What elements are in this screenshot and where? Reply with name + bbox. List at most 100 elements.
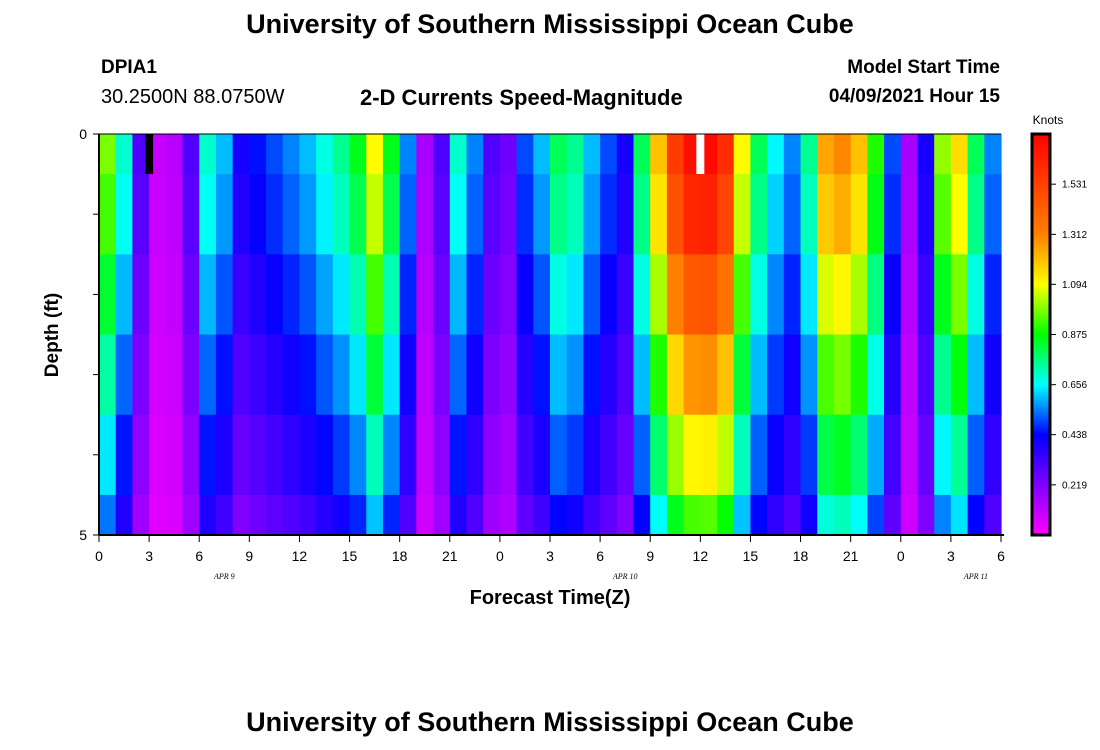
heatmap-cell <box>533 414 551 496</box>
y-axis-label: Depth (ft) <box>42 293 63 377</box>
heatmap-cell <box>633 134 651 175</box>
heatmap-cell <box>115 134 133 175</box>
heatmap-cell <box>733 174 752 255</box>
x-tick-label: 3 <box>947 548 955 564</box>
heatmap-cell <box>850 334 868 416</box>
heatmap-cell <box>215 254 234 336</box>
heatmap-cell <box>633 494 651 536</box>
date-label: APR 11 <box>963 572 988 581</box>
heatmap-cell <box>399 174 417 255</box>
heatmap-cell <box>867 334 885 416</box>
heatmap-cell <box>382 254 401 336</box>
heatmap-cell <box>299 414 317 496</box>
heatmap-cell <box>550 334 568 416</box>
heatmap-cell <box>917 174 935 255</box>
colorbar-tick-label: 1.094 <box>1062 280 1087 291</box>
page-title: University of Southern Mississippi Ocean… <box>246 9 854 39</box>
heatmap-cell <box>950 134 969 175</box>
heatmap-cell <box>533 174 551 255</box>
heatmap-cell <box>600 254 618 336</box>
heatmap-cell <box>165 134 184 175</box>
heatmap-cell <box>833 334 852 416</box>
heatmap-cell <box>199 254 217 336</box>
heatmap-cell <box>750 494 768 536</box>
heatmap-cell <box>182 494 200 536</box>
heatmap-cell <box>516 494 534 536</box>
heatmap-cell <box>483 334 501 416</box>
heatmap-cell <box>466 414 484 496</box>
heatmap-cell <box>332 494 351 536</box>
heatmap-cell <box>349 134 367 175</box>
heatmap-cell <box>550 254 568 336</box>
heatmap-cell <box>316 254 334 336</box>
heatmap-cell <box>165 494 184 536</box>
heatmap-cell <box>800 254 818 336</box>
heatmap-cell <box>717 174 735 255</box>
heatmap-cell <box>182 254 200 336</box>
axes: 0 3 6 9 12 15 18 21 0 3 6 9 12 15 18 21 0 3 6 APR 9 APR 10 AP… <box>79 126 1005 581</box>
heatmap-cell <box>767 334 785 416</box>
time-markers <box>145 134 705 174</box>
x-axis-label: Forecast Time(Z) <box>470 587 631 609</box>
colorbar-tick-label: 0.875 <box>1062 330 1087 341</box>
heatmap-cell <box>349 174 367 255</box>
heatmap-cell <box>850 174 868 255</box>
heatmap-cell <box>984 414 1002 496</box>
heatmap-cell <box>115 174 133 255</box>
heatmap-cell <box>700 494 718 536</box>
heatmap-cell <box>182 174 200 255</box>
x-tick-label: 0 <box>95 548 103 564</box>
heatmap-cell <box>616 174 635 255</box>
heatmap-cell <box>934 414 952 496</box>
heatmap-cell <box>115 414 133 496</box>
heatmap-cell <box>533 494 551 536</box>
heatmap-cell <box>867 494 885 536</box>
heatmap-cell <box>683 254 701 336</box>
heatmap-cell <box>466 494 484 536</box>
heatmap-cell <box>900 494 919 536</box>
heatmap-cell <box>282 254 301 336</box>
heatmap-cell <box>299 174 317 255</box>
heatmap-cell <box>633 254 651 336</box>
heatmap-cell <box>399 334 417 416</box>
heatmap-cell <box>99 134 117 175</box>
heatmap-cell <box>499 174 518 255</box>
colorbar-tick-label: 0.656 <box>1062 380 1087 391</box>
heatmap-cell <box>817 334 835 416</box>
heatmap-cell <box>232 174 250 255</box>
time-marker <box>696 134 705 174</box>
heatmap-cell <box>566 334 584 416</box>
heatmap-cell <box>266 414 284 496</box>
heatmap-cell <box>149 494 167 536</box>
heatmap-cell <box>700 254 718 336</box>
heatmap-cell <box>550 134 568 175</box>
heatmap-cell <box>433 174 451 255</box>
heatmap-cell <box>800 134 818 175</box>
x-tick-label: 15 <box>743 548 759 564</box>
heatmap-cell <box>249 334 267 416</box>
date-label: APR 10 <box>612 572 638 581</box>
heatmap-cell <box>399 134 417 175</box>
heatmap-cell <box>950 494 969 536</box>
heatmap-cell <box>666 254 685 336</box>
heatmap-cell <box>767 134 785 175</box>
heatmap-cell <box>149 174 167 255</box>
heatmap-cell <box>717 414 735 496</box>
heatmap-cell <box>149 334 167 416</box>
heatmap-cell <box>516 134 534 175</box>
heatmap-cell <box>433 134 451 175</box>
heatmap-cell <box>817 494 835 536</box>
heatmap-cell <box>583 134 601 175</box>
heatmap-cell <box>282 134 301 175</box>
heatmap-cell <box>215 134 234 175</box>
heatmap-cell <box>800 494 818 536</box>
heatmap-cell <box>416 254 434 336</box>
heatmap-cell <box>900 414 919 496</box>
heatmap-cell <box>900 174 919 255</box>
heatmap-cell <box>566 134 584 175</box>
heatmap-cell <box>717 254 735 336</box>
station-name: DPIA1 <box>101 57 157 78</box>
heatmap-cell <box>683 174 701 255</box>
x-tick-label: 0 <box>496 548 504 564</box>
